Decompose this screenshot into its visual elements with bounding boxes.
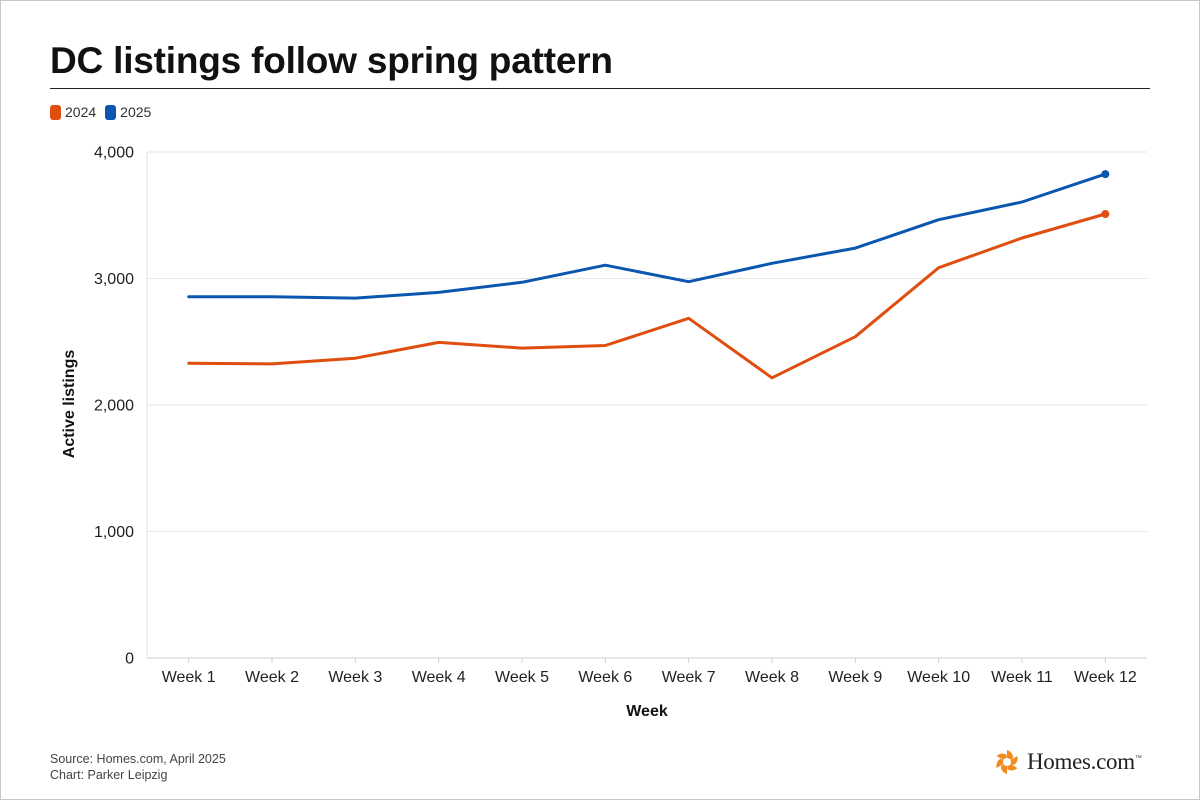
y-tick-label: 1,000 bbox=[94, 524, 134, 541]
x-tick-label: Week 4 bbox=[412, 669, 466, 686]
y-tick-label: 4,000 bbox=[94, 145, 134, 162]
legend-item-2024: 2024 bbox=[50, 104, 96, 120]
y-tick-label: 2,000 bbox=[94, 398, 134, 415]
y-tick-label: 0 bbox=[125, 651, 134, 668]
x-tick-label: Week 2 bbox=[245, 669, 299, 686]
x-tick-label: Week 8 bbox=[745, 669, 799, 686]
legend-item-2025: 2025 bbox=[105, 104, 151, 120]
footer: Source: Homes.com, April 2025 Chart: Par… bbox=[50, 751, 226, 783]
x-axis-title: Week bbox=[626, 703, 668, 720]
x-tick-label: Week 11 bbox=[991, 669, 1053, 686]
legend-label-2024: 2024 bbox=[65, 104, 97, 120]
x-tick-label: Week 12 bbox=[1074, 669, 1137, 686]
x-tick-label: Week 5 bbox=[495, 669, 549, 686]
x-tick-label: Week 9 bbox=[828, 669, 882, 686]
chart-title: DC listings follow spring pattern bbox=[50, 40, 613, 81]
logo-center bbox=[1003, 758, 1011, 766]
x-tick-label: Week 6 bbox=[578, 669, 632, 686]
data-point-2024 bbox=[1101, 209, 1110, 218]
series-line-2024 bbox=[187, 212, 1107, 380]
x-tick-label: Week 7 bbox=[662, 669, 716, 686]
x-tick-label: Week 1 bbox=[162, 669, 216, 686]
x-tick-label: Week 10 bbox=[907, 669, 970, 686]
logo-text: Homes.com bbox=[1027, 749, 1135, 774]
homes-logo: Homes.com ™ bbox=[992, 747, 1142, 777]
title-divider bbox=[50, 88, 1150, 89]
logo-trademark: ™ bbox=[1134, 755, 1142, 762]
legend-label-2025: 2025 bbox=[120, 104, 152, 120]
x-tick-label: Week 3 bbox=[328, 669, 382, 686]
legend: 2024 2025 bbox=[50, 104, 160, 120]
homes-logo-icon bbox=[996, 750, 1018, 774]
legend-swatch-2025 bbox=[105, 104, 117, 120]
series-line-2025 bbox=[187, 172, 1107, 300]
y-axis-title: Active listings bbox=[61, 350, 78, 459]
legend-swatch-2024 bbox=[50, 104, 61, 120]
y-tick-label: 3,000 bbox=[94, 271, 134, 288]
source-note: Source: Homes.com, April 2025 bbox=[50, 752, 226, 766]
data-point-2025 bbox=[1101, 170, 1110, 179]
chart-credit: Chart: Parker Leipzig bbox=[50, 768, 168, 782]
